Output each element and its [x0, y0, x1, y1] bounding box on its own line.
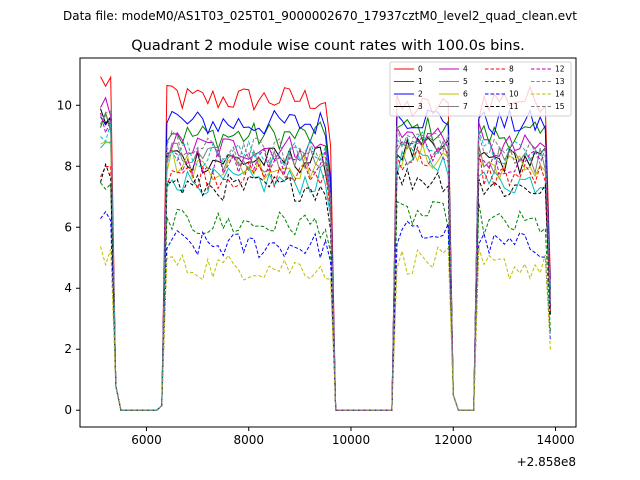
- legend-label-8: 8: [509, 65, 514, 74]
- legend-label-0: 0: [418, 65, 423, 74]
- legend-label-3: 3: [418, 102, 423, 111]
- legend-label-7: 7: [463, 102, 468, 111]
- legend-label-6: 6: [463, 90, 468, 99]
- legend-label-1: 1: [418, 77, 423, 86]
- axis-ticks: 6000 8000 10000 12000 14000 0 2 4 6 8 10: [57, 98, 575, 447]
- series-line-15: [100, 110, 551, 411]
- chart-suptitle: Data file: modeM0/AS1T03_025T01_90000026…: [63, 9, 577, 23]
- x-tick-label: 12000: [434, 433, 472, 447]
- legend-label-9: 9: [509, 77, 514, 86]
- series-line-10: [100, 210, 551, 411]
- y-tick-label: 4: [64, 281, 72, 295]
- plot-area: [100, 75, 551, 411]
- y-tick-label: 6: [64, 220, 72, 234]
- axes-frame: [79, 57, 577, 428]
- legend-label-13: 13: [555, 77, 565, 86]
- x-tick-label: 10000: [332, 433, 370, 447]
- series-line-9: [100, 182, 551, 411]
- legend-label-10: 10: [509, 90, 519, 99]
- legend-label-5: 5: [463, 77, 468, 86]
- x-tick-label: 14000: [536, 433, 574, 447]
- y-tick-label: 2: [64, 342, 72, 356]
- x-tick-label: 8000: [233, 433, 264, 447]
- series-line-14: [100, 246, 551, 411]
- y-tick-label: 8: [64, 159, 72, 173]
- legend-label-11: 11: [509, 102, 519, 111]
- chart-title: Quadrant 2 module wise count rates with …: [131, 38, 525, 54]
- legend-label-4: 4: [463, 65, 468, 74]
- legend-label-15: 15: [555, 102, 565, 111]
- x-offset-label: +2.858e8: [517, 455, 576, 469]
- series-line-12: [100, 112, 551, 411]
- y-tick-label: 10: [57, 98, 72, 112]
- legend-label-2: 2: [418, 90, 423, 99]
- legend-label-12: 12: [555, 65, 565, 74]
- series-line-11: [100, 162, 551, 411]
- series-line-4: [100, 96, 551, 411]
- legend-label-14: 14: [555, 90, 565, 99]
- x-tick-label: 6000: [131, 433, 162, 447]
- legend-box: [389, 61, 572, 117]
- y-tick-label: 0: [64, 403, 72, 417]
